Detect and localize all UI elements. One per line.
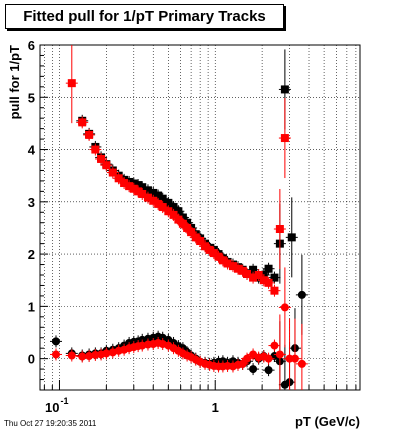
data-point-square	[158, 203, 167, 212]
y-tick-label: 6	[28, 38, 35, 53]
y-tick-label: 3	[28, 195, 35, 210]
data-point-circle	[280, 303, 289, 312]
data-point-circle	[91, 350, 100, 359]
data-point-square	[91, 145, 100, 154]
data-point-square	[120, 179, 129, 187]
data-point-square	[270, 286, 279, 295]
data-point-circle	[102, 349, 111, 358]
data-point-square	[129, 184, 138, 193]
data-point-square	[218, 256, 227, 265]
data-point-square	[178, 219, 187, 228]
data-point-circle	[249, 365, 258, 374]
data-point-square	[149, 188, 158, 197]
data-point-square	[196, 237, 205, 246]
data-point-square	[158, 194, 167, 203]
data-point-square	[280, 85, 289, 94]
data-point-circle	[290, 354, 299, 363]
data-point-square	[97, 154, 106, 163]
data-point-square	[243, 269, 252, 278]
data-point-circle	[238, 359, 247, 368]
data-point-circle	[297, 290, 306, 299]
data-point-square	[169, 203, 178, 212]
data-point-square	[249, 273, 258, 282]
data-point-square	[164, 207, 173, 216]
y-axis-title: pull for 1/pT	[7, 45, 22, 119]
data-point-circle	[67, 351, 76, 360]
data-point-square	[164, 198, 173, 207]
data-point-circle	[297, 359, 306, 368]
timestamp-label: Thu Oct 27 19:20:35 2011	[4, 419, 97, 428]
data-point-square	[169, 210, 178, 219]
y-tick-label: 2	[28, 247, 35, 262]
x-tick-label-exponent: -1	[60, 396, 68, 406]
data-point-square	[154, 191, 163, 200]
data-point-circle	[264, 366, 273, 375]
data-point-square	[223, 259, 232, 268]
data-point-square	[214, 252, 223, 261]
data-point-square	[174, 207, 183, 216]
data-point-square	[108, 168, 117, 177]
data-point-square	[249, 265, 258, 274]
data-point-square	[178, 213, 187, 222]
data-point-square	[254, 271, 263, 279]
data-point-square	[259, 276, 268, 285]
data-point-square	[78, 118, 87, 127]
data-point-square	[201, 242, 210, 251]
data-point-square	[233, 264, 242, 273]
data-point-square	[134, 181, 143, 190]
data-point-square	[275, 225, 284, 233]
y-tick-label: 4	[28, 143, 36, 158]
data-point-square	[138, 183, 147, 192]
data-point-square	[149, 196, 158, 205]
data-point-square	[191, 233, 200, 242]
chart-title: Fitted pull for 1/pT Primary Tracks	[5, 4, 284, 29]
data-point-square	[264, 278, 273, 287]
data-point-square	[114, 174, 123, 183]
data-point-square	[125, 182, 134, 191]
data-point-circle	[275, 350, 284, 359]
data-point-circle	[270, 341, 279, 350]
data-point-square	[287, 233, 296, 242]
data-point-circle	[51, 350, 60, 359]
x-tick-label: 1	[212, 400, 219, 415]
data-point-square	[174, 215, 183, 224]
data-point-circle	[264, 354, 273, 363]
x-axis-title: pT (GeV/c)	[295, 414, 360, 429]
data-point-circle	[51, 337, 60, 346]
data-point-circle	[78, 352, 87, 361]
data-point-square	[280, 134, 289, 143]
data-point-square	[183, 223, 192, 232]
data-point-circle	[243, 354, 252, 363]
data-point-square	[102, 161, 111, 170]
data-point-square	[228, 262, 237, 271]
data-point-square	[85, 130, 94, 139]
data-point-square	[209, 249, 218, 258]
data-point-square	[154, 199, 163, 208]
data-point-square	[238, 266, 247, 275]
y-tick-label: 0	[28, 352, 35, 367]
data-point-square	[134, 187, 143, 196]
data-point-square	[264, 264, 273, 273]
x-tick-label: 10	[45, 400, 59, 415]
data-point-square	[143, 186, 152, 195]
data-layer	[49, 45, 308, 390]
data-point-square	[187, 228, 196, 237]
data-point-square	[205, 245, 214, 254]
data-point-square	[143, 193, 152, 202]
data-point-square	[270, 273, 279, 282]
y-tick-label: 5	[28, 90, 35, 105]
data-point-circle	[85, 352, 94, 361]
y-tick-label: 1	[28, 299, 35, 314]
data-point-square	[67, 79, 76, 88]
data-point-square	[138, 189, 147, 198]
